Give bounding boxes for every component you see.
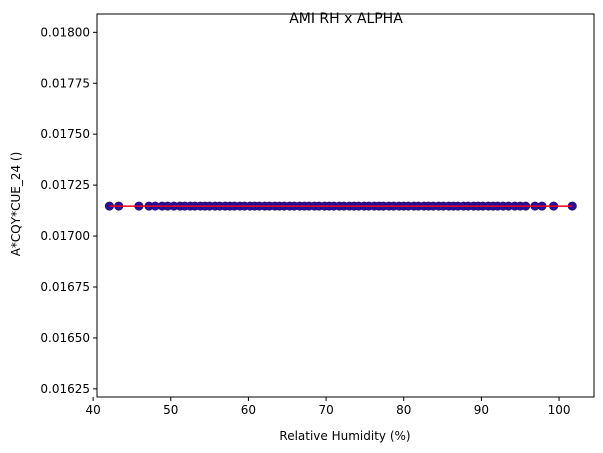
y-tick-label-0.017: 0.01700 xyxy=(40,229,90,243)
y-tick-label-0.01775: 0.01775 xyxy=(40,76,90,90)
y-tick-label-0.01625: 0.01625 xyxy=(40,382,90,396)
y-tick-label-0.0175: 0.01750 xyxy=(40,127,90,141)
plot-frame xyxy=(96,13,595,398)
x-tick-label-70: 70 xyxy=(318,403,333,417)
x-axis: 40 50 60 70 80 90 100 xyxy=(85,397,571,417)
chart-title: AMI RH x ALPHA xyxy=(289,11,403,27)
x-tick-label-50: 50 xyxy=(163,403,178,417)
x-tick-label-100: 100 xyxy=(548,403,571,417)
y-tick-label-0.01725: 0.01725 xyxy=(40,178,90,192)
y-tick-label-0.0165: 0.01650 xyxy=(40,331,90,345)
y-tick-label-0.01675: 0.01675 xyxy=(40,280,90,294)
x-tick-label-60: 60 xyxy=(241,403,256,417)
y-tick-label-0.018: 0.01800 xyxy=(40,25,90,39)
x-tick-label-90: 90 xyxy=(474,403,489,417)
x-tick-label-80: 80 xyxy=(396,403,411,417)
x-tick-label-40: 40 xyxy=(85,403,100,417)
y-axis-label: A*CQY*CUE_24 () xyxy=(9,152,23,257)
y-axis: 0.01625 0.01650 0.01675 0.01700 0.01725 0.017… xyxy=(40,25,97,396)
x-axis-label: Relative Humidity (%) xyxy=(279,429,410,443)
